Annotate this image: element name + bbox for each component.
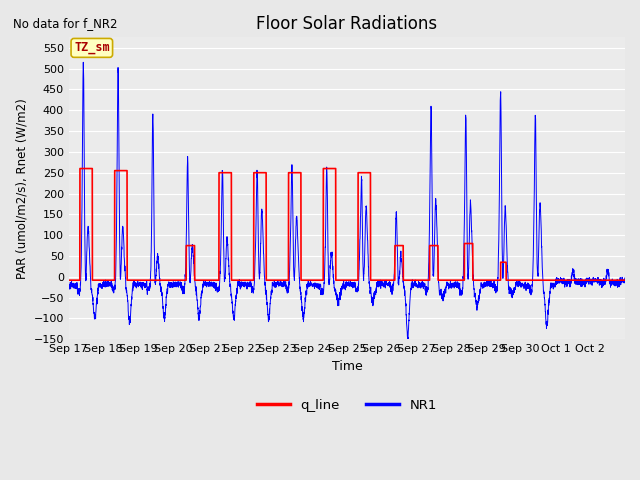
X-axis label: Time: Time (332, 360, 362, 373)
Text: No data for f_NR2: No data for f_NR2 (13, 17, 117, 30)
Text: TZ_sm: TZ_sm (74, 41, 109, 54)
Title: Floor Solar Radiations: Floor Solar Radiations (257, 15, 438, 33)
Y-axis label: PAR (umol/m2/s), Rnet (W/m2): PAR (umol/m2/s), Rnet (W/m2) (15, 98, 28, 279)
Legend: q_line, NR1: q_line, NR1 (252, 394, 442, 417)
